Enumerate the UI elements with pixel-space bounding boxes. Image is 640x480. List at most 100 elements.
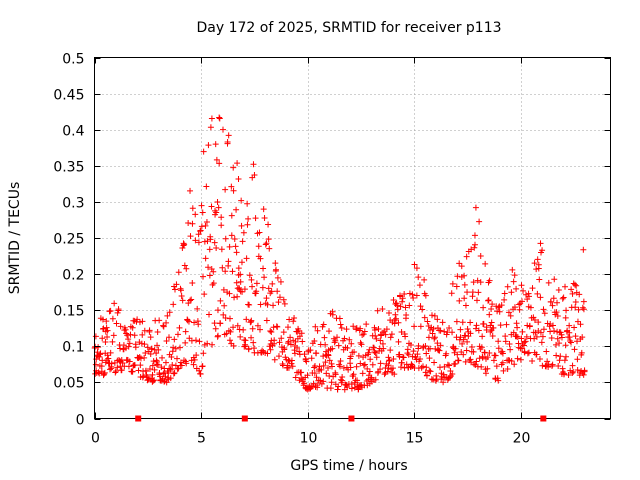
data-point: [565, 371, 572, 378]
data-point: [255, 243, 262, 250]
data-point: [486, 350, 493, 357]
data-point: [551, 276, 558, 283]
data-point: [436, 347, 443, 354]
data-point: [449, 280, 456, 287]
data-point: [326, 328, 333, 335]
data-point: [233, 249, 240, 256]
data-point: [181, 241, 188, 248]
data-point: [222, 314, 229, 321]
data-point: [194, 305, 201, 312]
data-point: [109, 315, 116, 322]
data-point: [132, 341, 139, 348]
data-point: [156, 317, 163, 324]
data-point: [224, 139, 231, 146]
data-point: [195, 231, 202, 238]
data-point: [449, 371, 456, 378]
x-tick-label: 0: [91, 431, 100, 447]
data-point: [373, 335, 380, 342]
data-point: [478, 344, 485, 351]
data-point: [141, 341, 148, 348]
data-point: [126, 340, 133, 347]
data-point: [129, 368, 136, 375]
data-point: [329, 363, 336, 370]
data-point: [172, 286, 179, 293]
data-point: [561, 370, 568, 377]
data-point: [479, 333, 486, 340]
data-point: [518, 282, 525, 289]
data-point: [507, 312, 514, 319]
data-point: [350, 323, 357, 330]
data-point: [311, 364, 318, 371]
data-point: [260, 265, 267, 272]
data-point: [117, 345, 124, 352]
data-point: [197, 227, 204, 234]
data-point: [281, 300, 288, 307]
data-point: [149, 371, 156, 378]
data-point: [95, 344, 102, 351]
data-point: [398, 359, 405, 366]
data-point: [241, 286, 248, 293]
data-point: [222, 186, 229, 193]
data-point: [549, 322, 556, 329]
data-point: [417, 356, 424, 363]
data-point: [234, 293, 241, 300]
data-point: [518, 298, 525, 305]
data-point: [329, 308, 336, 315]
data-point: [458, 263, 465, 270]
data-point: [137, 362, 144, 369]
data-point: [467, 330, 474, 337]
data-point: [377, 360, 384, 367]
data-point: [449, 329, 456, 336]
data-point: [108, 360, 115, 367]
data-point: [430, 325, 437, 332]
data-point: [96, 353, 103, 360]
data-point: [410, 294, 417, 301]
data-point: [351, 384, 358, 391]
data-point: [268, 288, 275, 295]
data-point: [276, 339, 283, 346]
data-point: [562, 283, 569, 290]
data-point: [207, 233, 214, 240]
data-point: [303, 358, 310, 365]
data-point: [545, 363, 552, 370]
data-point: [326, 357, 333, 364]
data-point: [488, 306, 495, 313]
data-point: [578, 349, 585, 356]
data-point: [504, 283, 511, 290]
data-point: [206, 311, 213, 318]
data-point: [461, 272, 468, 279]
data-point: [387, 347, 394, 354]
data-point: [205, 264, 212, 271]
data-point: [414, 351, 421, 358]
data-point: [118, 367, 125, 374]
data-point: [462, 358, 469, 365]
data-point: [122, 326, 129, 333]
data-point: [125, 336, 132, 343]
data-point: [273, 323, 280, 330]
data-point: [364, 365, 371, 372]
data-point: [423, 350, 430, 357]
data-point: [271, 340, 278, 347]
data-point: [440, 379, 447, 386]
data-point: [215, 332, 222, 339]
data-point: [269, 280, 276, 287]
data-point: [287, 341, 294, 348]
data-point: [221, 302, 228, 309]
x-tick-label: 20: [513, 431, 531, 447]
data-point: [434, 340, 441, 347]
data-point: [233, 279, 240, 286]
data-point: [150, 358, 157, 365]
data-point: [254, 322, 261, 329]
data-point: [218, 246, 225, 253]
data-point: [495, 338, 502, 345]
data-point: [311, 337, 318, 344]
data-point: [187, 233, 194, 240]
data-point: [127, 331, 134, 338]
data-point: [514, 324, 521, 331]
y-tick-label: 0.25: [53, 232, 84, 248]
data-point: [178, 362, 185, 369]
data-point: [422, 342, 429, 349]
data-point: [146, 328, 153, 335]
data-point: [502, 333, 509, 340]
data-point: [473, 297, 480, 304]
